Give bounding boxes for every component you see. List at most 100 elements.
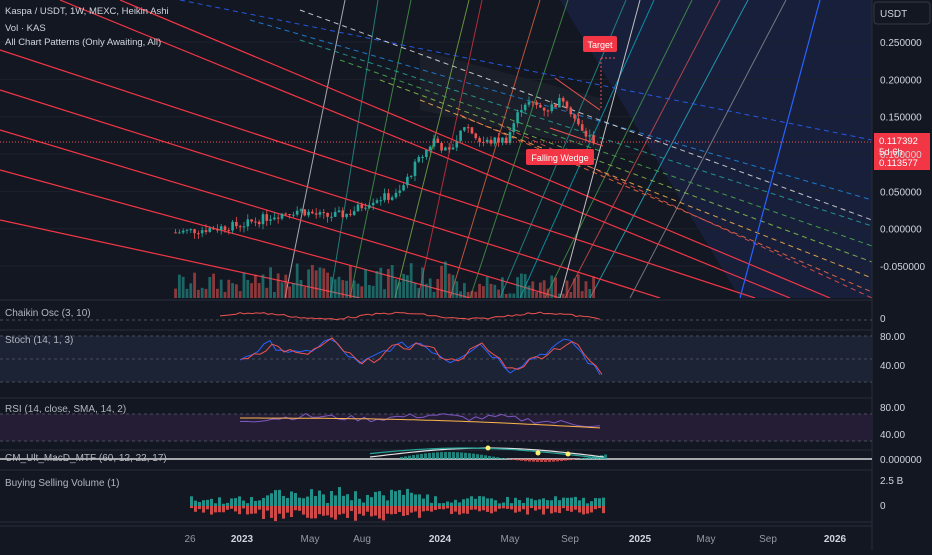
candle-body <box>281 214 284 219</box>
macd-hist-bar <box>560 459 563 461</box>
candle-body <box>262 214 265 224</box>
candle-body <box>379 200 382 201</box>
macd-hist-bar <box>512 459 515 460</box>
bsv-sell-bar <box>502 506 505 508</box>
bsv-buy-bar <box>490 498 493 506</box>
bsv-buy-bar <box>462 499 465 506</box>
volume-bar <box>303 287 306 298</box>
bsv-buy-bar <box>194 501 197 506</box>
volume-bar <box>212 274 215 298</box>
volume-bar <box>398 282 401 298</box>
falling-wedge-label[interactable]: Falling Wedge <box>526 149 594 165</box>
macd-cross-dot-3 <box>566 452 571 457</box>
macd-hist-bar <box>572 459 575 460</box>
macd-hist-bar <box>404 456 407 459</box>
candle-body <box>212 228 215 229</box>
macd-hist-bar <box>584 458 587 459</box>
macd-hist-bar <box>564 459 567 461</box>
candle-body <box>360 205 363 209</box>
bsv-buy-bar <box>314 496 317 506</box>
symbol-title: Kaspa / USDT, 1W, MEXC, Heikin Ashi <box>5 6 169 17</box>
bsv-buy-bar <box>282 496 285 506</box>
bsv-sell-bar <box>378 506 381 519</box>
bsv-sell-bar <box>462 506 465 513</box>
candle-body <box>258 222 261 224</box>
bsv-sell-bar <box>298 506 301 511</box>
volume-bar <box>220 280 223 298</box>
bsv-sell-bar <box>326 506 329 515</box>
bsv-buy-bar <box>394 491 397 506</box>
currency-button-label[interactable]: USDT <box>880 9 907 20</box>
bsv-sell-bar <box>246 506 249 514</box>
volume-bar <box>436 279 439 298</box>
bsv-buy-bar <box>298 498 301 506</box>
candle-body <box>588 135 591 136</box>
bsv-sell-bar <box>230 506 233 509</box>
candle-body <box>531 102 534 103</box>
time-axis-tick-label: 2023 <box>231 534 254 545</box>
volume-bar <box>224 292 227 298</box>
volume-bar <box>296 263 299 298</box>
volume-bar <box>265 288 268 298</box>
bsv-sell-bar <box>406 506 409 515</box>
volume-bar <box>550 275 553 298</box>
bsv-buy-bar <box>382 495 385 506</box>
candle-body <box>311 212 314 214</box>
bsv-buy-bar <box>530 499 533 506</box>
bsv-sell-bar <box>414 506 417 511</box>
bsv-buy-bar <box>270 493 273 506</box>
volume-bar <box>395 279 398 298</box>
price-badge-price: 0.117392 <box>879 136 918 147</box>
candle-body <box>539 105 542 107</box>
bsv-sell-bar <box>206 506 209 509</box>
volume-bar <box>410 263 413 298</box>
bsv-buy-bar <box>350 500 353 506</box>
stoch-pane[interactable]: Stoch (14, 1, 3) 80.00 40.00 <box>0 332 905 382</box>
bsv-sell-bar <box>410 506 413 513</box>
candle-body <box>569 108 572 115</box>
candle-body <box>448 148 451 150</box>
bsv-buy-bar <box>410 493 413 506</box>
candle-body <box>440 143 443 151</box>
bsv-buy-bar <box>486 498 489 506</box>
bsv-buy-bar <box>330 491 333 506</box>
volume-bar <box>425 284 428 298</box>
macd-hist-bar <box>532 459 535 462</box>
bsv-buy-bar <box>562 498 565 506</box>
candle-body <box>387 193 390 200</box>
bsv-buy-bar <box>238 496 241 506</box>
bsv-sell-bar <box>402 506 405 516</box>
bsv-buy-bar <box>414 494 417 506</box>
candle-body <box>577 118 580 124</box>
target-label[interactable]: Target <box>583 36 617 52</box>
volume-bar <box>581 291 584 298</box>
bsv-buy-bar <box>326 503 329 506</box>
macd-hist-bar <box>488 456 491 459</box>
macd-hist-bar <box>580 458 583 459</box>
candle-body <box>543 107 546 110</box>
macd-hist-bar <box>412 455 415 459</box>
bsv-sell-bar <box>466 506 469 514</box>
bsv-sell-bar <box>474 506 477 510</box>
candle-body <box>558 98 561 107</box>
volume-bar <box>353 281 356 298</box>
bsv-sell-bar <box>302 506 305 515</box>
bsv-sell-bar <box>314 506 317 518</box>
bsv-sell-bar <box>594 506 597 509</box>
bsv-buy-bar <box>342 496 345 506</box>
macd-hist-bar <box>484 455 487 459</box>
bsv-sell-bar <box>306 506 309 518</box>
bsv-sell-bar <box>330 506 333 517</box>
bsv-sell-bar <box>582 506 585 514</box>
volume-bar <box>231 283 234 298</box>
bsv-sell-bar <box>546 506 549 509</box>
volume-bar <box>376 271 379 298</box>
currency-button[interactable]: USDT <box>874 2 930 24</box>
macd-hist-bar <box>536 459 539 462</box>
candle-body <box>326 213 329 217</box>
volume-bar <box>543 280 546 298</box>
time-axis-tick-label: 2024 <box>429 534 452 545</box>
macd-hist-bar <box>520 459 523 461</box>
